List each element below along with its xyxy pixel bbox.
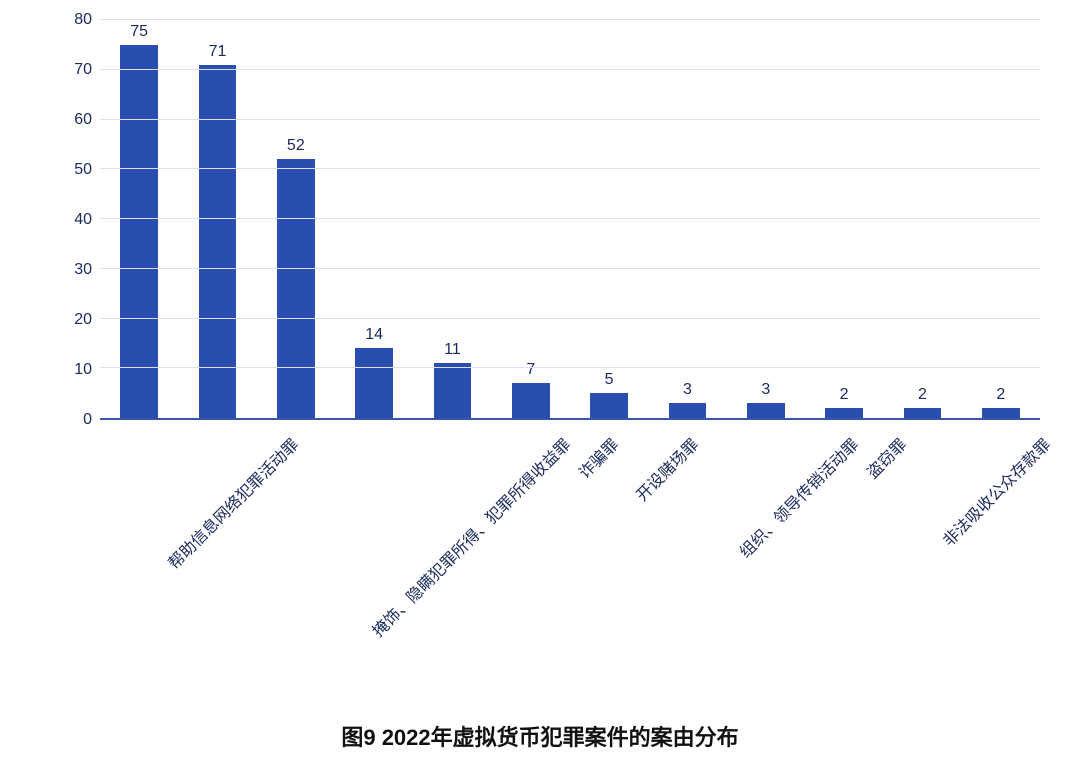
bar-slot: 52 [257,20,335,418]
chart-area: 01020304050607080 75715214117533222 帮助信息… [100,20,1040,460]
bar: 71 [199,65,237,418]
bar-slot: 71 [178,20,256,418]
bar-slot: 2 [962,20,1040,418]
x-axis-label: 开设赌场罪 [629,432,703,506]
bar-value-label: 75 [130,23,148,41]
bar-slot: 3 [648,20,726,418]
y-tick: 40 [74,211,92,229]
bar: 2 [904,408,942,418]
bar: 2 [982,408,1020,418]
bar: 75 [120,45,158,418]
bar-value-label: 5 [605,371,614,389]
bar: 7 [512,383,550,418]
bar-value-label: 3 [683,381,692,399]
bar-value-label: 52 [287,137,305,155]
bar-value-label: 2 [918,386,927,404]
bars-group: 75715214117533222 [100,20,1040,418]
x-label-slot: 组织、领导传销活动罪 [676,424,836,448]
chart-caption-text: 图9 2022年虚拟货币犯罪案件的案由分布 [341,725,738,750]
bar-slot: 11 [413,20,491,418]
bar-slot: 7 [492,20,570,418]
bar-slot: 2 [805,20,883,418]
bar-value-label: 3 [761,381,770,399]
bar-value-label: 14 [365,326,383,344]
bar-slot: 75 [100,20,178,418]
x-axis-label: 组织、领导传销活动罪 [733,432,863,562]
y-tick: 80 [74,11,92,29]
bar: 11 [434,363,472,418]
x-axis-label: 帮助信息网络犯罪活动罪 [162,432,303,573]
y-axis: 01020304050607080 [60,20,100,420]
chart-caption: 图9 2022年虚拟货币犯罪案件的案由分布 [20,720,1060,752]
bar-slot: 2 [883,20,961,418]
x-label-slot: 帮助信息网络犯罪活动罪 [100,424,276,448]
bar: 14 [355,348,393,418]
bar: 52 [277,159,315,418]
bar-value-label: 2 [996,386,1005,404]
bar-value-label: 2 [840,386,849,404]
y-tick: 10 [74,361,92,379]
bar-slot: 3 [727,20,805,418]
y-tick: 70 [74,61,92,79]
bar-value-label: 71 [209,43,227,61]
bar: 5 [590,393,628,418]
y-tick: 60 [74,111,92,129]
y-tick: 20 [74,311,92,329]
bar-value-label: 7 [526,361,535,379]
bar-slot: 5 [570,20,648,418]
y-tick: 0 [83,411,92,429]
bar: 3 [669,403,707,418]
x-axis-label: 掩饰、隐瞒犯罪所得、犯罪所得收益罪 [366,432,575,641]
x-label-slot: 掩饰、隐瞒犯罪所得、犯罪所得收益罪 [276,424,548,448]
x-axis-label: 偷越国（边）境罪 [1076,432,1080,539]
bar: 3 [747,403,785,418]
y-tick: 30 [74,261,92,279]
x-axis-label: 非法吸收公众存款罪 [936,432,1055,551]
bar-slot: 14 [335,20,413,418]
y-tick: 50 [74,161,92,179]
bar-value-label: 11 [444,341,461,359]
chart-container: 01020304050607080 75715214117533222 帮助信息… [20,20,1060,752]
plot-area: 75715214117533222 [100,20,1040,420]
x-axis-labels: 帮助信息网络犯罪活动罪掩饰、隐瞒犯罪所得、犯罪所得收益罪诈骗罪开设赌场罪组织、领… [100,424,1040,448]
bar: 2 [825,408,863,418]
